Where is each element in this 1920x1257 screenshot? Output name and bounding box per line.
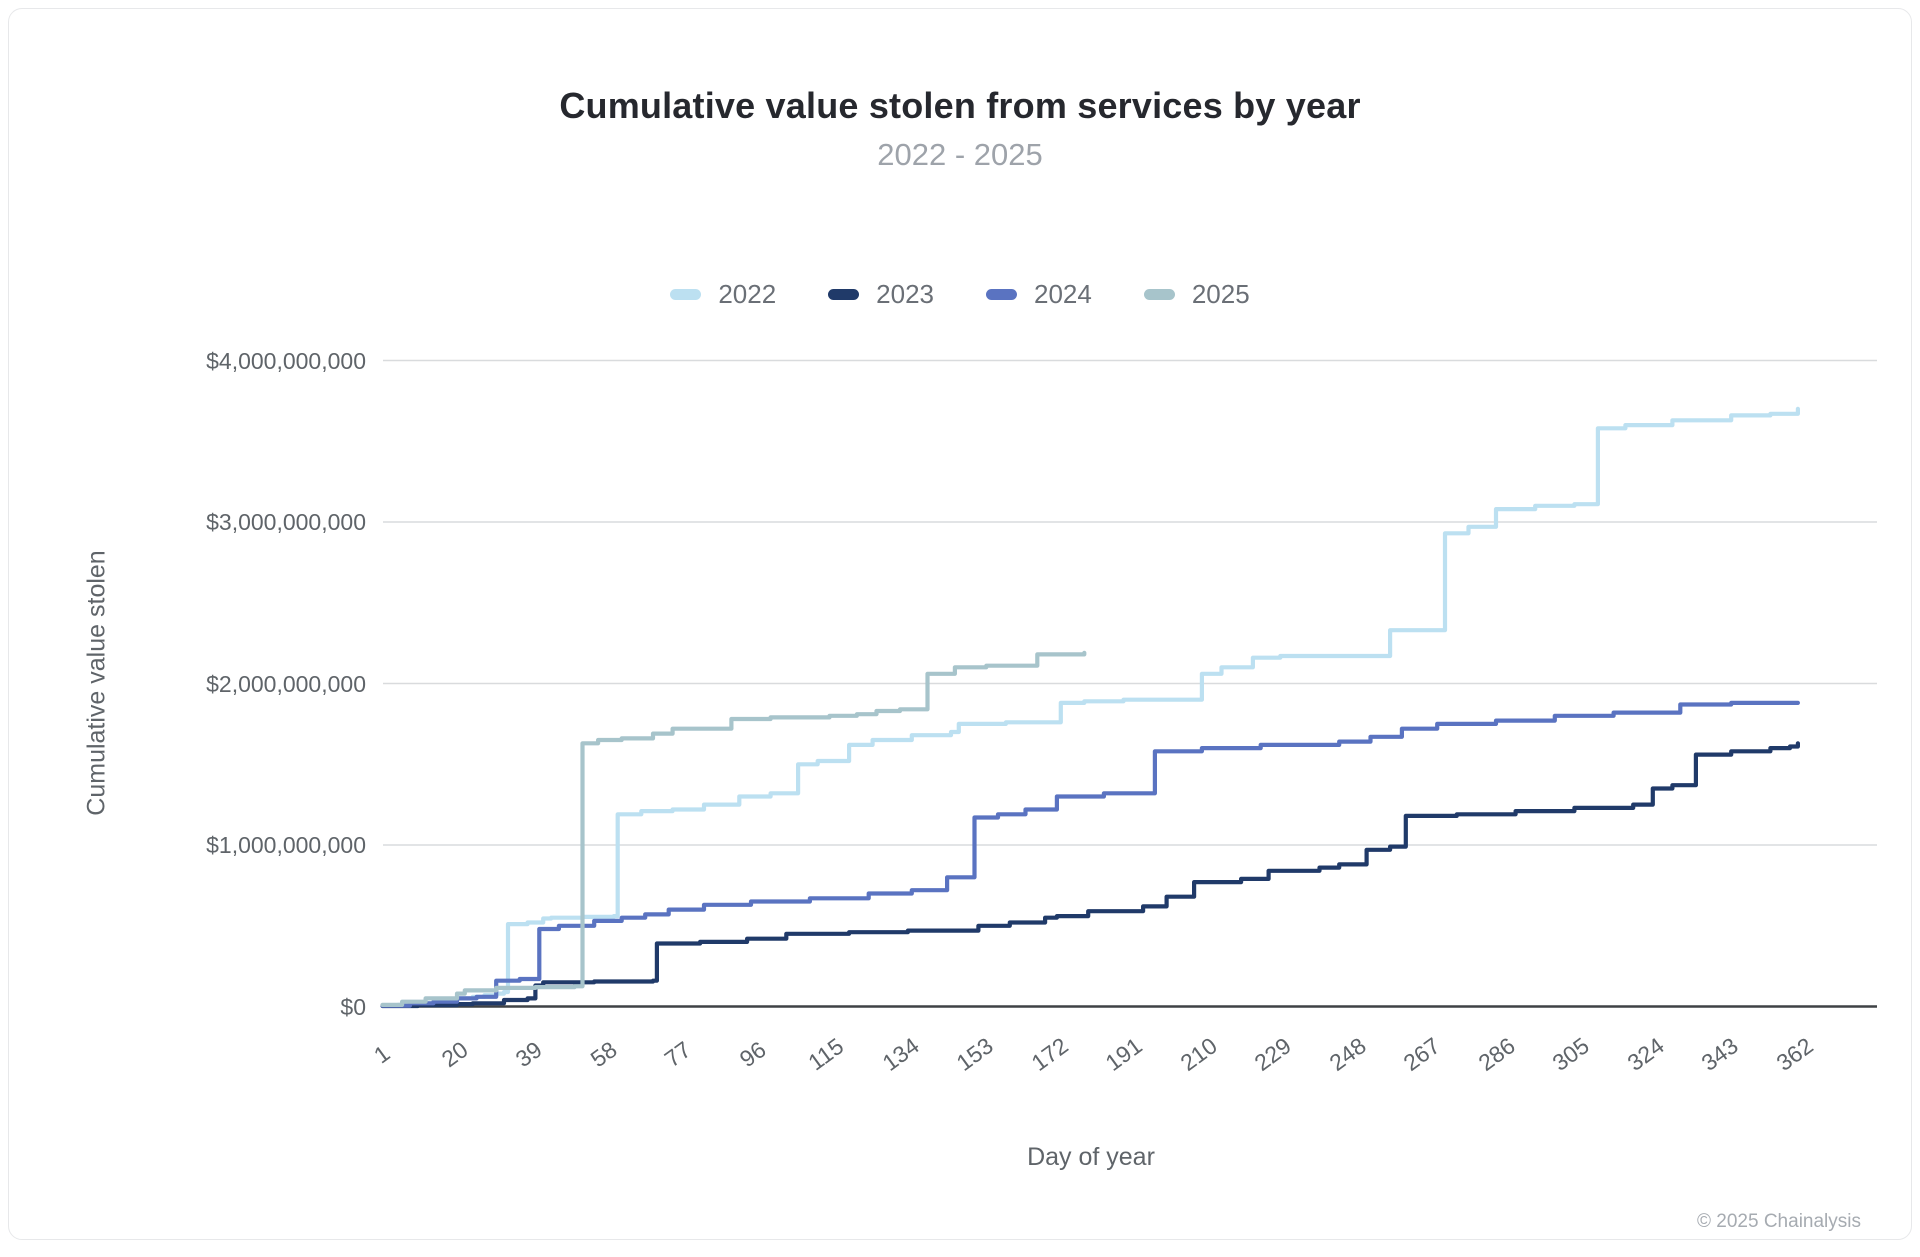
legend-swatch-2024: [986, 289, 1017, 300]
legend-swatch-2022: [670, 289, 702, 300]
chart-title: Cumulative value stolen from services by…: [559, 85, 1361, 126]
legend-item-2024[interactable]: 2024: [986, 279, 1092, 310]
y-tick-label: $4,000,000,000: [206, 347, 366, 374]
legend-label: 2023: [876, 279, 934, 309]
y-tick-label: $2,000,000,000: [206, 670, 366, 697]
chart-card: Cumulative value stolen from services by…: [8, 8, 1912, 1240]
series-line-2024: [380, 700, 1800, 1008]
legend-label: 2025: [1191, 279, 1250, 309]
plot-area: [380, 359, 1877, 1009]
series-line-2023: [380, 741, 1800, 1009]
legend-item-2022[interactable]: 2022: [670, 279, 776, 310]
legend-item-2025[interactable]: 2025: [1143, 279, 1250, 310]
y-axis-title: Cumulative value stolen: [82, 550, 111, 816]
legend: 2022 2023 2024 2025: [9, 279, 1911, 310]
legend-item-2023[interactable]: 2023: [828, 279, 934, 310]
chart-subtitle: 2022 - 2025: [877, 137, 1043, 172]
legend-swatch-2023: [828, 289, 860, 300]
legend-label: 2022: [718, 279, 777, 309]
x-axis-title: Day of year: [1027, 1143, 1155, 1171]
series-line-2025: [380, 650, 1087, 1007]
y-tick-label: $1,000,000,000: [206, 832, 366, 858]
y-tick-label: $3,000,000,000: [206, 509, 366, 535]
legend-swatch-2025: [1143, 289, 1175, 300]
y-tick-label: $0: [340, 993, 366, 1020]
legend-label: 2024: [1034, 279, 1092, 309]
copyright-text: © 2025 Chainalysis: [1697, 1211, 1861, 1232]
